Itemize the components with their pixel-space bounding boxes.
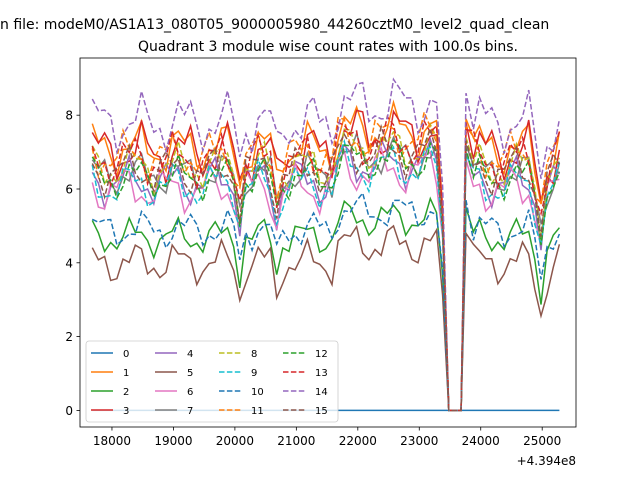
legend-label-11: 11 (251, 406, 264, 417)
series-line-5 (91, 224, 561, 412)
x-axis-ticks: 18000 19000 20000 21000 22000 23000 24000 25000 (93, 427, 561, 448)
axes-frame (79, 57, 577, 428)
series-line-2 (91, 196, 560, 412)
series-layer (91, 77, 561, 412)
x-tick-label: 25000 (523, 434, 561, 448)
x-tick-label: 22000 (339, 434, 377, 448)
series-line-3 (91, 109, 561, 412)
y-tick-label: 4 (65, 256, 73, 270)
legend-label-4: 4 (187, 349, 193, 360)
series-line-10 (91, 191, 561, 412)
y-tick-label: 6 (65, 182, 73, 196)
series-line-1 (91, 99, 561, 412)
legend-label-3: 3 (123, 406, 129, 417)
legend-box (85, 340, 339, 423)
legend-label-9: 9 (251, 368, 257, 379)
x-tick-label: 18000 (93, 434, 131, 448)
legend-label-13: 13 (315, 368, 328, 379)
legend-label-14: 14 (315, 387, 328, 398)
series-line-9 (91, 138, 561, 412)
legend-label-15: 15 (315, 406, 328, 417)
series-line-13 (91, 114, 561, 412)
legend-label-12: 12 (315, 349, 328, 360)
x-tick-label: 19000 (154, 434, 192, 448)
legend-label-5: 5 (187, 368, 193, 379)
y-tick-label: 8 (65, 109, 73, 123)
chart-title: Quadrant 3 module wise count rates with … (138, 39, 518, 55)
legend-label-10: 10 (251, 387, 264, 398)
legend-label-8: 8 (251, 349, 257, 360)
x-tick-label: 21000 (277, 434, 315, 448)
series-line-14 (91, 77, 561, 412)
legend-label-2: 2 (123, 387, 129, 398)
x-tick-label: 20000 (216, 434, 254, 448)
plot-area: 18000 19000 20000 21000 22000 23000 24000 25000… (65, 57, 577, 468)
y-axis-ticks: 0 2 4 6 8 (65, 109, 80, 418)
figure-suptitle: n file: modeM0/AS1A13_080T05_9000005980_… (0, 17, 549, 33)
y-tick-label: 0 (65, 404, 73, 418)
legend-label-7: 7 (187, 406, 193, 417)
x-offset-label: +4.394e8 (517, 454, 576, 468)
legend-label-6: 6 (187, 387, 193, 398)
x-tick-label: 24000 (462, 434, 500, 448)
y-tick-label: 2 (65, 330, 73, 344)
series-line-15 (91, 123, 561, 412)
series-line-12 (91, 139, 561, 412)
series-line-8 (91, 122, 560, 412)
legend-label-0: 0 (123, 349, 129, 360)
legend-label-1: 1 (123, 368, 129, 379)
x-tick-label: 23000 (400, 434, 438, 448)
